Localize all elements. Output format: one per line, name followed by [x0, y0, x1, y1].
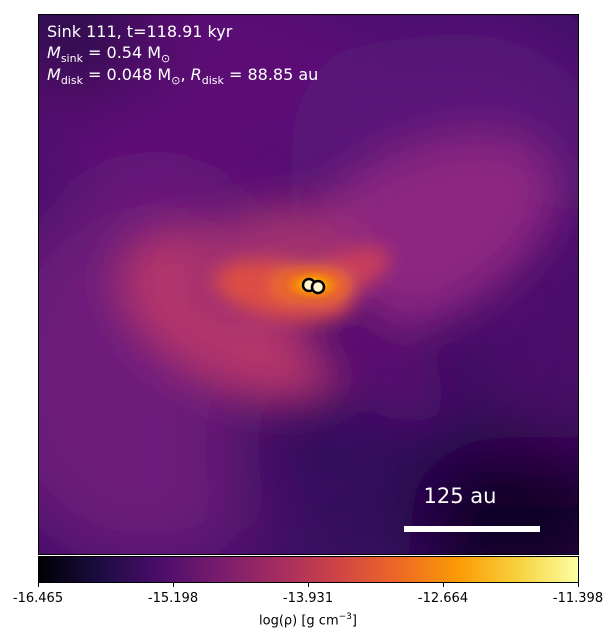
colorbar-label-main: log(ρ) [g cm [259, 613, 339, 629]
msink-value: = 0.54 M [82, 43, 162, 62]
colorbar-label: log(ρ) [g cm−3] [0, 612, 616, 628]
mdisk-symbol: M [47, 65, 61, 84]
rdisk-sep: , [180, 65, 191, 84]
colorbar-tick-label: -11.398 [552, 591, 604, 606]
mdisk-value: = 0.048 M [82, 65, 172, 84]
msink-sub: sink [60, 52, 83, 66]
colorbar-tick [308, 583, 309, 587]
density-map-panel [38, 14, 579, 555]
colorbar-tick [578, 583, 579, 587]
density-map-image [39, 15, 578, 554]
rdisk-sub: disk [201, 74, 224, 88]
rdisk-value: = 88.85 au [223, 65, 319, 84]
msink-unit: ⊙ [161, 52, 171, 66]
colorbar [38, 556, 579, 583]
colorbar-tick-label: -15.198 [147, 591, 199, 606]
sink-marker-2 [310, 279, 326, 295]
scale-bar-label: 125 au [423, 484, 497, 508]
colorbar-tick [173, 583, 174, 587]
colorbar-tick-label: -12.664 [417, 591, 469, 606]
colorbar-label-end: ] [351, 613, 357, 629]
mdisk-sub: disk [60, 74, 83, 88]
disk-properties-label: Mdisk = 0.048 M⊙, Rdisk = 88.85 au [47, 65, 318, 90]
colorbar-tick [443, 583, 444, 587]
sink-time-label: Sink 111, t=118.91 kyr [47, 22, 233, 41]
colorbar-tick-label: -13.931 [282, 591, 334, 606]
colorbar-label-exp: −3 [338, 612, 352, 622]
mdisk-unit: ⊙ [171, 74, 181, 88]
sink-mass-label: Msink = 0.54 M⊙ [47, 43, 170, 68]
msink-symbol: M [47, 43, 61, 62]
colorbar-tick [38, 583, 39, 587]
scale-bar [404, 526, 540, 532]
colorbar-tick-label: -16.465 [12, 591, 64, 606]
rdisk-symbol: R [190, 65, 202, 84]
